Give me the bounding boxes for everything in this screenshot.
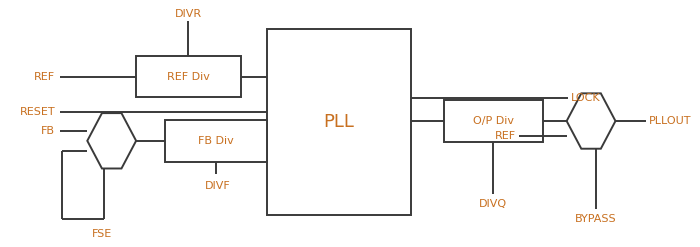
Text: FSE: FSE <box>92 229 112 239</box>
Bar <box>165 120 267 162</box>
Text: PLL: PLL <box>323 113 355 131</box>
Text: O/P Div: O/P Div <box>473 116 514 126</box>
Bar <box>136 56 241 97</box>
Text: DIVF: DIVF <box>205 181 231 191</box>
Text: DIVQ: DIVQ <box>480 199 508 209</box>
Text: REF Div: REF Div <box>167 72 210 82</box>
Bar <box>267 29 412 215</box>
Bar <box>444 100 543 142</box>
Text: DIVR: DIVR <box>175 9 202 19</box>
Text: RESET: RESET <box>20 107 55 117</box>
Text: PLLOUT: PLLOUT <box>649 116 691 126</box>
Text: REF: REF <box>34 72 55 82</box>
Text: FB Div: FB Div <box>198 136 234 146</box>
Text: BYPASS: BYPASS <box>575 214 617 224</box>
Text: REF: REF <box>495 131 516 141</box>
Text: LOCK: LOCK <box>570 93 600 103</box>
Text: FB: FB <box>41 126 55 136</box>
